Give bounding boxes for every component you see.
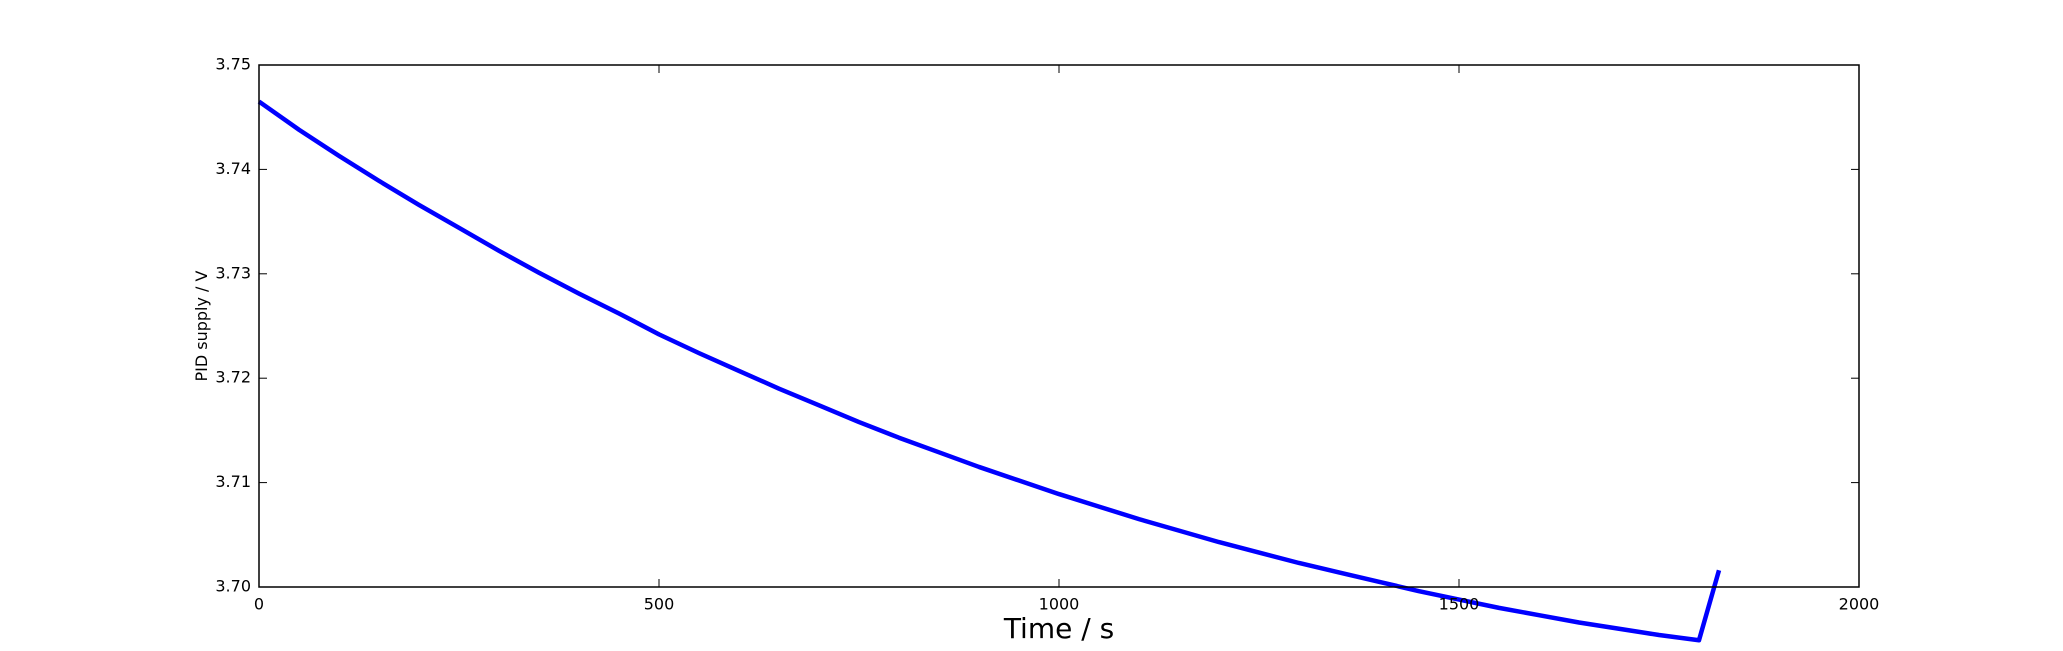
x-axis-ticks: 0 500 1000 1500 2000 [254,65,1879,614]
plot-frame [259,65,1859,587]
x-tick-label: 0 [254,595,264,614]
x-tick-label: 500 [644,595,675,614]
y-tick-label: 3.74 [215,159,251,178]
y-tick-label: 3.75 [215,55,251,74]
y-axis-ticks: 3.70 3.71 3.72 3.73 3.74 3.75 [215,55,1859,596]
x-tick-label: 2000 [1839,595,1880,614]
x-axis-label: Time / s [1003,612,1114,645]
x-tick-label: 1500 [1439,595,1480,614]
y-tick-label: 3.70 [215,577,251,596]
series-layer [259,102,1719,641]
y-tick-label: 3.73 [215,263,251,282]
y-axis-label: PID supply / V [192,270,211,381]
y-tick-label: 3.71 [215,472,251,491]
y-tick-label: 3.72 [215,368,251,387]
x-tick-label: 1000 [1039,595,1080,614]
series-line-0 [259,102,1719,641]
